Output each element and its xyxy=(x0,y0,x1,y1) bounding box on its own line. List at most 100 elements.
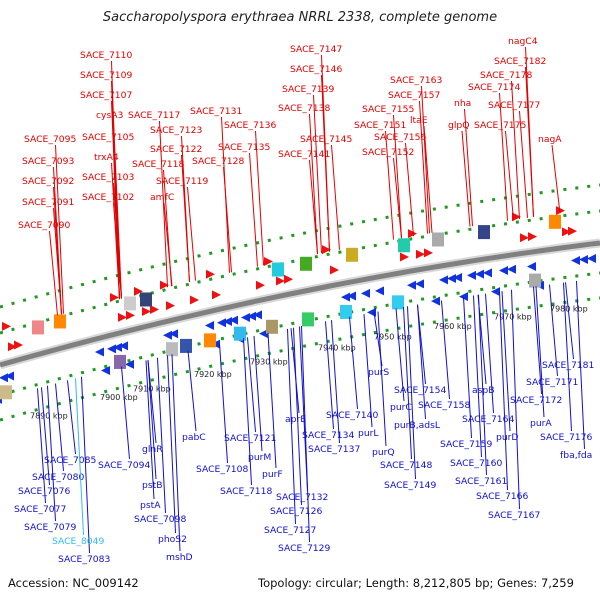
forward-arrow-24 xyxy=(424,248,433,258)
forward-gene-leader xyxy=(309,113,318,255)
reverse-arrow-24 xyxy=(361,288,370,298)
forward-gene-label: nha xyxy=(454,98,471,109)
reverse-arrow-26 xyxy=(375,286,384,296)
reverse-arrow-2 xyxy=(0,373,8,383)
gene-block-20 xyxy=(0,385,12,400)
forward-arrow-6 xyxy=(126,310,135,320)
forward-arrow-28 xyxy=(556,206,565,216)
forward-gene-label: nagA xyxy=(538,134,562,145)
reverse-arrow-20 xyxy=(253,310,262,320)
scale-label: 7980 kbp xyxy=(550,305,588,314)
forward-gene-leader xyxy=(113,202,122,299)
reverse-gene-label: purQ xyxy=(372,447,395,458)
reverse-gene-label: SACE_7094 xyxy=(98,460,150,471)
reverse-gene-leader xyxy=(81,376,90,554)
reverse-gene-label: SACE_7134 xyxy=(302,430,354,441)
reverse-gene-label: SACE_7176 xyxy=(540,432,592,443)
gene-block-22 xyxy=(266,319,278,334)
reverse-gene-label: phoS2 xyxy=(158,534,187,545)
forward-gene-label: SACE_7093 xyxy=(22,156,74,167)
gene-block-15 xyxy=(478,225,490,240)
forward-gene-label: amfC xyxy=(150,192,174,203)
forward-gene-leader xyxy=(551,144,561,214)
forward-gene-leader xyxy=(519,110,528,218)
forward-gene-label: SACE_7090 xyxy=(18,220,70,231)
reverse-gene-leader xyxy=(293,327,302,506)
forward-arrow-21 xyxy=(400,252,409,262)
reverse-arrow-33 xyxy=(459,292,468,302)
reverse-gene-label: mshD xyxy=(166,552,193,563)
gene-block-3 xyxy=(124,296,136,311)
reverse-gene-leader xyxy=(473,295,482,458)
reverse-arrow-11 xyxy=(169,329,178,339)
reverse-gene-leader xyxy=(219,343,228,464)
reverse-gene-leader xyxy=(563,282,572,432)
reverse-gene-label: SACE_7140 xyxy=(326,410,378,421)
forward-gene-label: SACE_7107 xyxy=(80,90,132,101)
forward-arrow-20 xyxy=(330,265,339,275)
forward-gene-label: SACE_7119 xyxy=(156,176,208,187)
reverse-gene-leader xyxy=(535,286,545,418)
forward-arrow-27 xyxy=(528,232,537,242)
forward-gene-label: SACE_7155 xyxy=(362,104,414,115)
forward-gene-label: SACE_7091 xyxy=(22,197,74,208)
forward-gene-leader xyxy=(461,130,471,227)
forward-gene-label: SACE_7163 xyxy=(390,75,442,86)
reverse-gene-label: purD xyxy=(496,432,519,443)
gene-block-12 xyxy=(346,247,358,262)
reverse-arrow-34 xyxy=(467,270,476,280)
forward-gene-label: SACE_7095 xyxy=(24,134,76,145)
forward-gene-leader xyxy=(309,159,318,255)
forward-arrow-12 xyxy=(190,295,199,305)
reverse-gene-leader xyxy=(55,383,64,472)
reverse-gene-leader xyxy=(253,335,263,452)
forward-gene-leader xyxy=(393,157,402,239)
forward-arrow-4 xyxy=(110,292,119,302)
reverse-gene-label: SACE_7164 xyxy=(462,414,514,425)
reverse-gene-label: SACE_7137 xyxy=(308,444,360,455)
reverse-gene-label: SACE_7118 xyxy=(220,486,272,497)
reverse-arrow-15 xyxy=(223,316,232,326)
reverse-arrow-19 xyxy=(247,311,256,321)
reverse-gene-label: purM xyxy=(248,452,271,463)
forward-gene-label: SACE_7131 xyxy=(190,106,242,117)
forward-gene-label: SACE_7123 xyxy=(150,125,202,136)
reverse-arrow-38 xyxy=(499,265,508,275)
reverse-gene-leader xyxy=(417,304,426,420)
reverse-gene-leader xyxy=(407,306,416,480)
forward-arrow-16 xyxy=(264,256,273,266)
gene-block-7 xyxy=(204,333,216,348)
forward-gene-leader xyxy=(49,230,58,316)
reverse-gene-label: purF xyxy=(262,469,283,480)
forward-gene-leader xyxy=(331,144,340,250)
reverse-gene-label: purA xyxy=(530,418,552,429)
forward-arrow-29 xyxy=(562,227,571,237)
forward-gene-leader xyxy=(385,130,394,240)
reverse-gene-label: pstB xyxy=(142,480,163,491)
forward-arrow-2 xyxy=(8,342,17,352)
forward-gene-label: SACE_7109 xyxy=(80,70,132,81)
reverse-gene-leader xyxy=(499,291,508,491)
forward-gene-label: SACE_7157 xyxy=(388,90,440,101)
reverse-gene-leader xyxy=(403,306,412,460)
reverse-gene-label: pabC xyxy=(182,432,206,443)
forward-gene-label: SACE_7102 xyxy=(82,192,134,203)
reverse-gene-leader xyxy=(171,354,181,552)
reverse-gene-leader xyxy=(157,357,166,514)
reverse-gene-label: SACE_7121 xyxy=(224,433,276,444)
reverse-arrow-7 xyxy=(113,342,122,352)
reverse-gene-label: SACE_7166 xyxy=(476,491,528,502)
reverse-arrow-9 xyxy=(125,359,134,369)
reverse-gene-label: SACE_7158 xyxy=(418,400,470,411)
forward-gene-label: SACE_7152 xyxy=(362,147,414,158)
reverse-gene-label: SACE_7154 xyxy=(394,385,446,396)
reverse-gene-leader xyxy=(187,350,197,432)
reverse-gene-label: SACE_7083 xyxy=(58,554,110,565)
reverse-gene-leader xyxy=(565,282,574,360)
forward-gene-leader xyxy=(464,108,473,227)
reverse-arrow-18 xyxy=(241,313,250,322)
reverse-arrow-6 xyxy=(107,344,116,354)
forward-gene-leader xyxy=(505,130,514,220)
forward-arrow-9 xyxy=(150,305,159,314)
forward-gene-leader xyxy=(421,85,430,234)
